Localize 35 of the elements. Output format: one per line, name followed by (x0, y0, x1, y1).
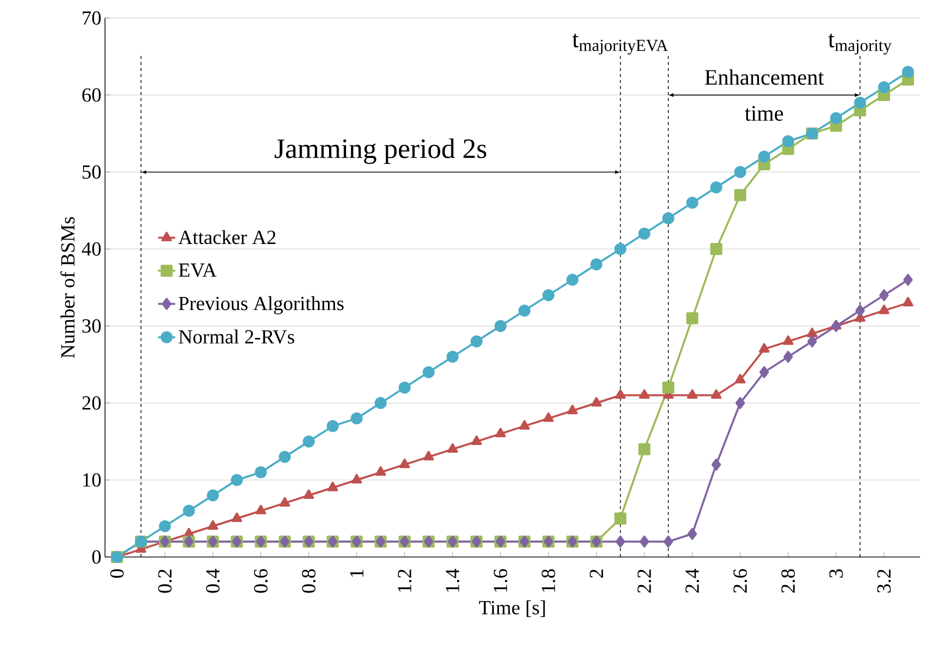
y-tick-label: 50 (82, 165, 101, 179)
x-tick-label: 1.2 (398, 570, 412, 592)
y-tick-label: 60 (82, 88, 101, 102)
ref-line-label: $\text{t}_{\text{majority}}$ (828, 34, 892, 55)
annotation: Jamming period 2s (274, 138, 486, 164)
x-axis-title: Time [s] (479, 600, 545, 617)
x-tick-label: 1.4 (446, 568, 460, 592)
annotation: Enhancement time (704, 69, 824, 121)
y-tick-label: 0 (92, 550, 101, 564)
y-tick-label: 70 (82, 11, 101, 25)
x-tick-label: 2 (590, 570, 604, 578)
legend-label: Attacker A2 (178, 230, 276, 244)
y-tick-label: 20 (82, 396, 101, 410)
legend-label: EVA (178, 263, 217, 277)
x-tick-label: 0.6 (254, 569, 268, 593)
x-tick-label: 0.2 (158, 570, 172, 593)
y-tick-label: 10 (83, 473, 101, 487)
ref-line-label: $\text{t}_{\text{majorityEVA}}$ (572, 34, 668, 55)
x-tick-label: 2.4 (686, 568, 700, 593)
legend-label: Normal 2-RVs (178, 330, 294, 344)
x-tick-label: 2.2 (638, 570, 652, 593)
x-tick-label: 3 (829, 569, 843, 578)
x-tick-label: 3.2 (877, 570, 891, 593)
x-tick-label: 0.4 (206, 568, 220, 593)
y-tick-label: 30 (82, 319, 101, 333)
x-tick-label: 1.6 (494, 569, 508, 592)
y-axis-title: Number of BSMs (60, 217, 75, 358)
y-tick-label: 40 (82, 242, 101, 256)
x-tick-label: 1.8 (542, 569, 556, 592)
x-tick-label: 2.6 (733, 569, 747, 593)
x-tick-label: 1 (350, 570, 364, 577)
legend-label: Previous Algorithms (178, 296, 344, 314)
x-tick-label: 2.8 (781, 569, 795, 593)
x-tick-label: 0.8 (302, 569, 316, 593)
x-tick-label: 0 (110, 569, 124, 578)
